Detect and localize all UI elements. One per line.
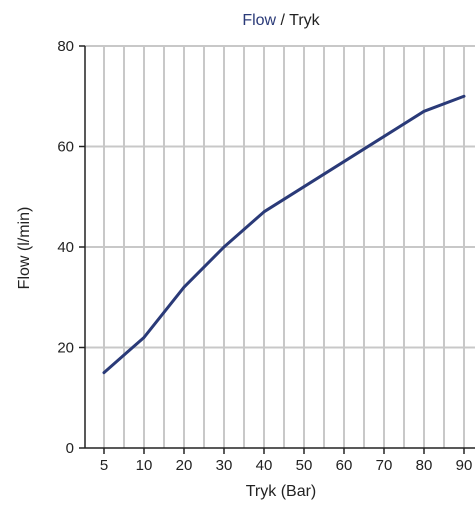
y-tick-label: 40 bbox=[57, 239, 74, 256]
x-tick-label: 50 bbox=[296, 457, 313, 474]
x-tick-label: 90 bbox=[456, 457, 473, 474]
axes bbox=[79, 45, 475, 454]
series-line-0 bbox=[102, 94, 466, 375]
chart-title: Flow / Tryk bbox=[242, 12, 320, 29]
gridlines bbox=[85, 45, 475, 448]
x-axis-label: Tryk (Bar) bbox=[246, 483, 317, 500]
chart-title-part-1: / Tryk bbox=[276, 12, 321, 29]
chart-title-part-0: Flow bbox=[242, 12, 276, 29]
x-tick-label: 20 bbox=[176, 457, 193, 474]
x-tick-labels: 5 10 20 30 40 50 60 70 80 90 bbox=[100, 457, 473, 474]
x-tick-label: 30 bbox=[216, 457, 233, 474]
y-tick-label: 0 bbox=[66, 440, 74, 457]
x-tick-label: 70 bbox=[376, 457, 393, 474]
x-tick-label: 60 bbox=[336, 457, 353, 474]
y-tick-labels: 0 20 40 60 80 bbox=[57, 38, 74, 457]
y-tick-label: 80 bbox=[57, 38, 74, 55]
y-tick-label: 60 bbox=[57, 139, 74, 156]
y-tick-label: 20 bbox=[57, 340, 74, 357]
x-tick-label: 5 bbox=[100, 457, 108, 474]
x-tick-label: 40 bbox=[256, 457, 273, 474]
y-axis-label: Flow (l/min) bbox=[16, 207, 33, 290]
series-lines bbox=[102, 94, 466, 375]
x-tick-label: 10 bbox=[136, 457, 153, 474]
x-tick-label: 80 bbox=[416, 457, 433, 474]
